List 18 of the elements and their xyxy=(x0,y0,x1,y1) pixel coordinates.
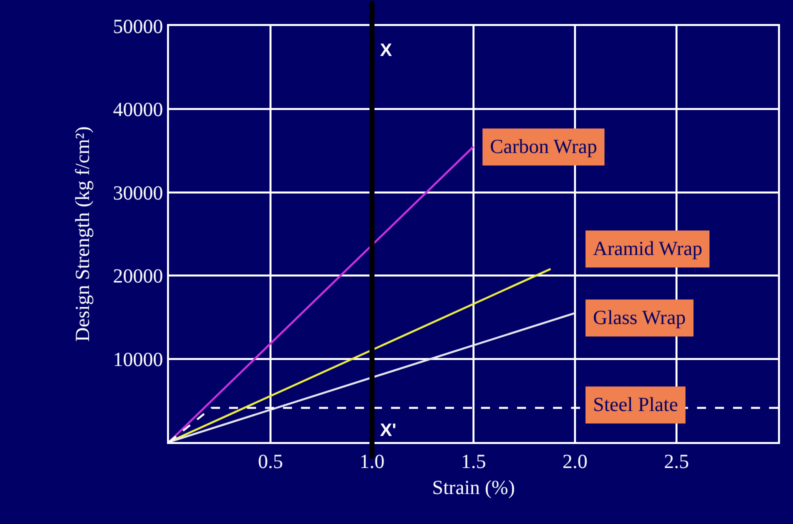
y-tick-label: 10000 xyxy=(113,348,163,371)
x-tick-label: 1.5 xyxy=(461,451,486,473)
x-tick-label: 2.0 xyxy=(562,451,588,473)
y-tick-label: 20000 xyxy=(113,266,163,288)
series-label: Carbon Wrap xyxy=(490,136,598,158)
x-axis-title: Strain (%) xyxy=(432,477,515,499)
y-tick-label: 30000 xyxy=(113,182,163,204)
annotation: X' xyxy=(380,420,396,440)
series-label: Glass Wrap xyxy=(593,307,686,329)
y-tick-label: 50000 xyxy=(113,16,163,38)
x-tick-label: 0.5 xyxy=(258,451,283,473)
text: Aramid Wrap xyxy=(593,238,702,260)
series-label: Steel Plate xyxy=(593,394,678,416)
ref-line-label: X xyxy=(380,40,392,60)
x-tick-label: 1.0 xyxy=(360,451,384,473)
y-tick-label: 40000 xyxy=(113,99,163,122)
x-tick-label: 2.5 xyxy=(664,451,689,473)
y-axis-title: Design Strength (kg f/cm²) xyxy=(72,126,94,342)
